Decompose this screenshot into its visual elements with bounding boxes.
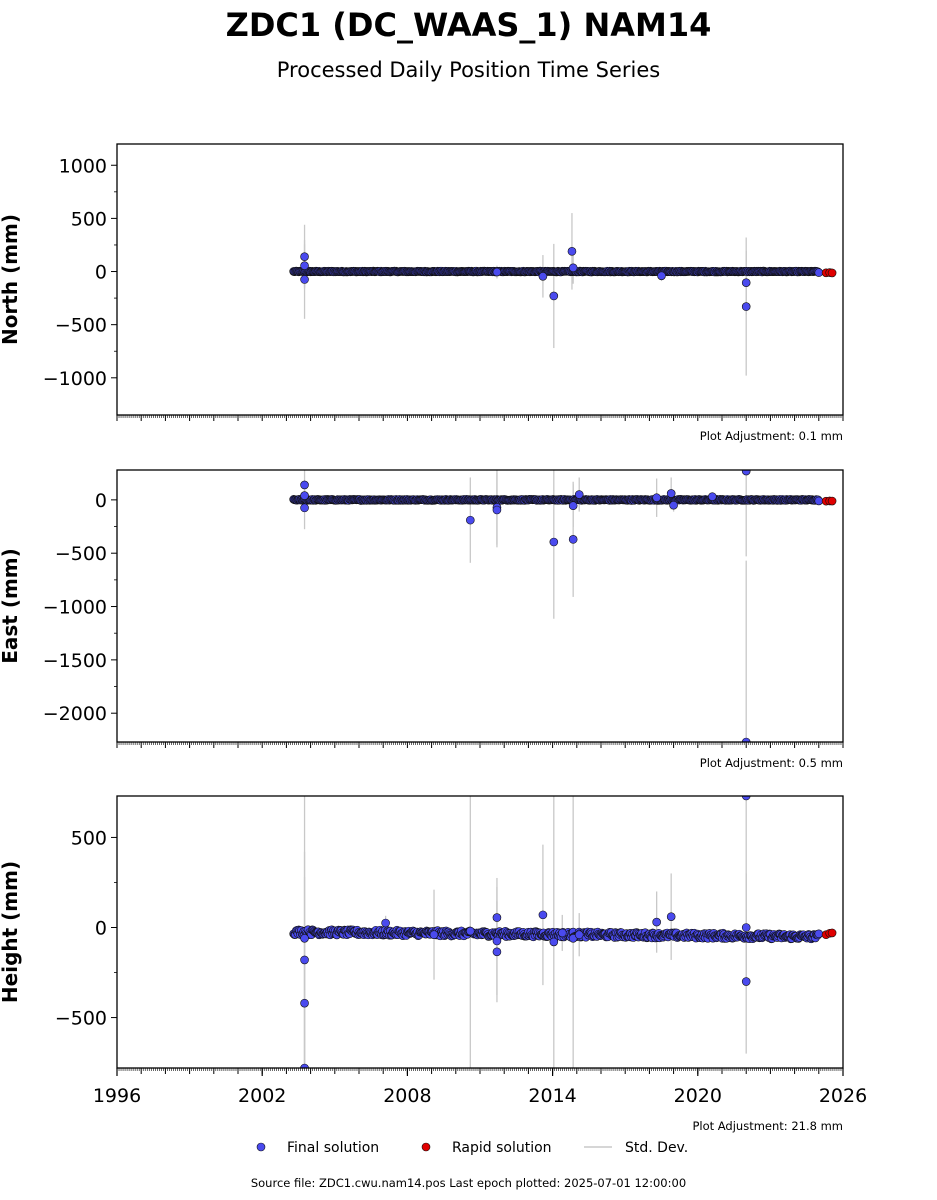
final-outlier-point [657,271,666,281]
final-outlier-point [652,917,661,927]
x-tick-label: 1996 [93,1085,141,1107]
final-outlier-point [549,937,559,947]
x-tick-label: 2014 [528,1085,576,1107]
rapid-point [827,928,837,938]
plot-adjustment-east: Plot Adjustment: 0.5 mm [700,756,843,770]
y-tick-label: −500 [55,543,107,565]
y-tick-label: −1000 [43,368,107,390]
final-outlier-point [741,796,751,801]
plot-adjustment-height: Plot Adjustment: 21.8 mm [692,1119,843,1133]
panel-north: −1000 −500 0 500 1000 North (mm) Plot Adjustme… [0,143,844,443]
final-outlier-point [300,261,309,270]
source-file-note: Source file: ZDC1.cwu.nam14.pos Last epo… [250,1176,687,1190]
y-tick-label: −1000 [43,597,107,619]
y-axis-label-height: Height (mm) [0,861,22,1003]
final-outlier-point [466,926,475,936]
y-axis-label-east: East (mm) [0,548,22,664]
final-outlier-point [568,263,578,273]
final-outlier-point [300,480,309,490]
y-axis-label-north: North (mm) [0,214,22,345]
y-tick-label: −500 [55,315,107,337]
x-tick-label: 2026 [819,1085,867,1107]
final-outlier-point [300,252,309,261]
final-outlier-point [381,918,390,928]
rapid-point [827,268,837,278]
plot-area-east [289,470,837,742]
final-outlier-point [741,302,751,311]
final-outlier-point [666,489,676,498]
x-tick-label: 2002 [238,1085,286,1107]
legend-final-label: Final solution [287,1140,379,1156]
y-tick-label: −1500 [43,650,107,672]
final-outlier-point [666,912,676,921]
final-outlier-point [741,977,751,986]
plot-area-north [289,213,837,376]
final-outlier-point [492,947,502,957]
final-outlier-point [567,247,577,256]
final-outlier-point [466,515,475,525]
y-tick-label: 0 [95,917,107,939]
final-outlier-point [814,496,824,506]
final-outlier-point [300,1063,309,1068]
axes-frame-east [116,469,844,743]
rapid-point [827,496,837,506]
final-outlier-point [574,930,584,940]
legend-rapid-label: Rapid solution [452,1140,552,1156]
final-outlier-point [549,291,559,301]
x-tick-label: 2020 [674,1085,722,1107]
y-tick-label: 0 [95,262,107,284]
final-outlier-point [549,537,559,547]
chart-title: ZDC1 (DC_WAAS_1) NAM14 [225,6,712,44]
final-outlier-point [568,535,578,544]
final-outlier-point [741,923,751,932]
final-outlier-point [300,955,309,965]
final-outlier-point [492,913,502,922]
x-tick-label: 2008 [383,1085,431,1107]
panel-east: −2000 −1500 −1000 −500 0 East (mm) Plot Adjust… [0,469,844,770]
final-outlier-point [300,934,309,943]
y-tick-label: 500 [71,208,107,230]
final-outlier-point [568,501,578,511]
final-outlier-point [492,267,502,277]
final-outlier-point [652,493,661,503]
y-tick-label: −500 [55,1008,107,1030]
final-outlier-point [300,275,309,284]
axes-frame-north [116,143,844,416]
final-outlier-point [300,491,309,500]
y-tick-label: 500 [71,827,107,849]
final-outlier-point [574,490,584,499]
final-outlier-point [814,929,824,939]
panel-height: −500 0 500 1996 2002 2008 2014 2020 2026 Height (… [0,795,867,1133]
final-outlier-point [538,272,548,281]
y-tick-label: 1000 [59,155,107,177]
final-outlier-point [669,500,678,510]
chart-subtitle: Processed Daily Position Time Series [276,58,661,82]
y-tick-label: −2000 [43,703,107,725]
final-outlier-point [492,936,502,946]
legend: Final solution Rapid solution Std. Dev. [256,1140,688,1156]
legend-std-label: Std. Dev. [625,1140,688,1156]
final-outlier-point [708,492,717,501]
final-outlier-point [741,278,751,287]
legend-final-marker [256,1142,266,1152]
final-outlier-point [538,910,548,920]
final-outlier-point [741,737,751,742]
plot-area-height [289,796,837,1068]
final-outlier-point [814,268,824,277]
final-outlier-point [300,998,309,1008]
legend-rapid-marker [421,1142,431,1152]
plot-adjustment-north: Plot Adjustment: 0.1 mm [700,429,843,443]
final-outlier-point [300,503,309,513]
final-outlier-point [557,928,567,938]
final-outlier-point [429,930,439,940]
final-outlier-point [492,505,502,515]
y-tick-label: 0 [95,490,107,512]
final-outlier-point [741,470,751,476]
